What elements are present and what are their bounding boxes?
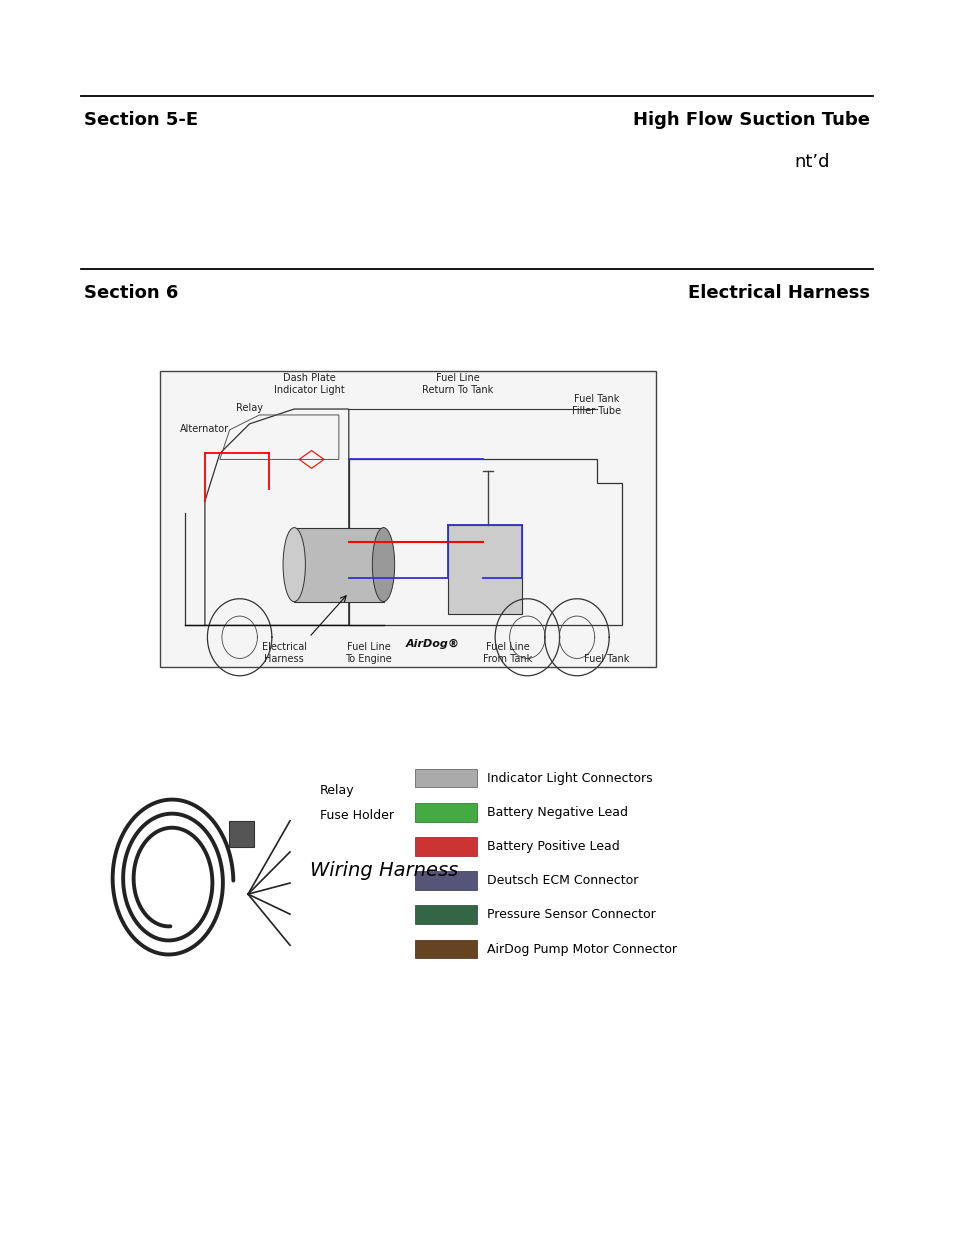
Bar xyxy=(294,527,383,601)
Text: Section 5-E: Section 5-E xyxy=(84,111,198,130)
Text: Pressure Sensor Connector: Pressure Sensor Connector xyxy=(486,909,655,921)
Bar xyxy=(229,821,254,847)
Bar xyxy=(415,905,476,924)
Bar xyxy=(415,871,476,890)
Ellipse shape xyxy=(372,527,395,601)
Text: nt’d: nt’d xyxy=(794,153,829,172)
Text: Dash Plate
Indicator Light: Dash Plate Indicator Light xyxy=(274,373,344,395)
Text: High Flow Suction Tube: High Flow Suction Tube xyxy=(633,111,869,130)
Ellipse shape xyxy=(283,527,305,601)
Text: Fuel Line
To Engine: Fuel Line To Engine xyxy=(345,642,392,664)
Text: AirDog®: AirDog® xyxy=(406,638,459,650)
Text: Indicator Light Connectors: Indicator Light Connectors xyxy=(486,772,652,784)
Text: Electrical Harness: Electrical Harness xyxy=(687,284,869,303)
Bar xyxy=(448,525,522,614)
Text: Relay: Relay xyxy=(235,403,263,412)
Text: Fuse Holder: Fuse Holder xyxy=(319,809,394,823)
Bar xyxy=(415,837,476,856)
Bar xyxy=(415,803,476,821)
Text: Battery Positive Lead: Battery Positive Lead xyxy=(486,840,618,853)
Text: Fuel Tank: Fuel Tank xyxy=(583,655,629,664)
Bar xyxy=(415,940,476,958)
Text: Alternator: Alternator xyxy=(180,424,229,433)
Bar xyxy=(415,768,476,788)
Text: Fuel Tank
Filler Tube: Fuel Tank Filler Tube xyxy=(572,394,620,416)
Text: Battery Negative Lead: Battery Negative Lead xyxy=(486,805,627,819)
Text: Fuel Line
Return To Tank: Fuel Line Return To Tank xyxy=(422,373,493,395)
Text: Wiring Harness: Wiring Harness xyxy=(310,861,457,881)
Text: Fuel Line
From Tank: Fuel Line From Tank xyxy=(482,642,532,664)
Text: Section 6: Section 6 xyxy=(84,284,178,303)
Text: Relay: Relay xyxy=(319,784,354,798)
Text: AirDog Pump Motor Connector: AirDog Pump Motor Connector xyxy=(486,942,676,956)
Text: Deutsch ECM Connector: Deutsch ECM Connector xyxy=(486,874,638,887)
Text: Electrical
Harness: Electrical Harness xyxy=(261,642,307,664)
Bar xyxy=(160,370,656,667)
